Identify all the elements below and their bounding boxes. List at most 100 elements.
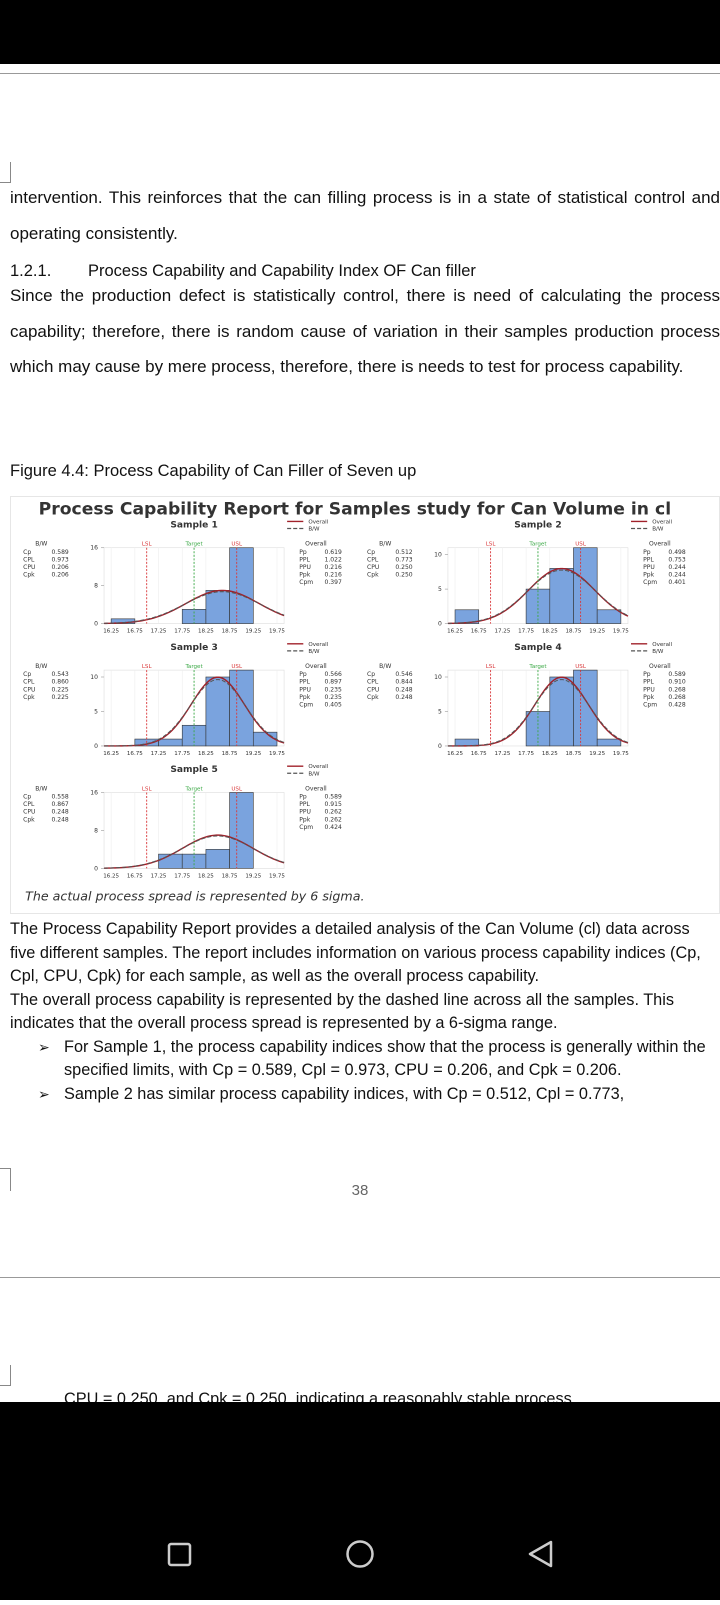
x-tick-label: 18.75 [222, 873, 238, 879]
y-tick-label: 16 [90, 790, 98, 797]
stats-value: 0.206 [51, 572, 68, 579]
stats-header: B/W [379, 541, 391, 548]
chart-title: Sample 5 [170, 765, 217, 775]
stats-label: PPU [299, 809, 311, 816]
stats-label: Cpk [367, 572, 379, 579]
stats-label: CPL [367, 679, 379, 686]
chart-title: Sample 4 [514, 643, 561, 653]
crop-mark [0, 1168, 11, 1191]
stats-value: 0.498 [668, 549, 685, 556]
histogram-bar [158, 738, 183, 747]
paragraphs: The Process Capability Report provides a… [10, 918, 716, 1036]
x-tick-label: 18.25 [198, 629, 214, 635]
y-tick-label: 5 [438, 586, 442, 593]
fit-curve [104, 835, 285, 869]
paragraph: Since the production defect is statistic… [10, 286, 720, 376]
stats-label: Cpm [299, 579, 313, 586]
spec-label: USL [231, 542, 243, 548]
legend-label: Overall [308, 519, 328, 525]
x-tick-label: 17.75 [518, 629, 534, 635]
y-tick-label: 0 [94, 743, 98, 750]
histogram-bar [549, 676, 574, 747]
x-tick-label: 17.75 [174, 751, 190, 757]
chart-title: Sample 3 [170, 643, 217, 653]
y-tick-label: 10 [90, 674, 98, 681]
recents-button[interactable] [167, 1542, 192, 1567]
x-tick-label: 18.75 [222, 751, 238, 757]
x-tick-label: 19.25 [245, 873, 261, 879]
stats-label: Cpk [23, 572, 35, 579]
x-tick-label: 16.25 [447, 751, 463, 757]
stats-value: 0.973 [51, 556, 68, 563]
x-tick-label: 17.25 [151, 751, 167, 757]
stats-header: B/W [35, 541, 47, 548]
histogram-bar [454, 609, 480, 624]
fit-curve [104, 591, 285, 624]
x-tick-label: 17.75 [174, 629, 190, 635]
figure: Process Capability Report for Samples st… [10, 496, 720, 914]
spec-label: Target [184, 542, 203, 548]
spec-label: LSL [486, 664, 497, 670]
x-tick-label: 16.75 [127, 873, 143, 879]
spec-label: LSL [486, 542, 497, 548]
histogram-bar [158, 853, 183, 869]
x-tick-label: 19.75 [269, 751, 285, 757]
stats-value: 0.206 [51, 564, 68, 571]
stats-value: 0.546 [395, 671, 412, 678]
x-tick-label: 19.75 [269, 873, 285, 879]
histogram-bar [229, 547, 254, 624]
y-tick-label: 8 [94, 827, 98, 834]
x-tick-label: 16.75 [471, 629, 487, 635]
stats-value: 0.860 [51, 679, 68, 686]
stats-label: Cp [367, 549, 375, 556]
spec-label: USL [575, 542, 587, 548]
y-tick-label: 5 [438, 709, 442, 716]
stats-value: 0.248 [51, 816, 68, 823]
stats-label: Cpm [299, 702, 313, 709]
home-button[interactable] [346, 1540, 374, 1568]
stats-label: CPL [23, 679, 35, 686]
crop-mark [0, 1365, 11, 1386]
stats-value: 0.589 [668, 671, 685, 678]
histogram-bar [596, 609, 622, 624]
back-button[interactable] [528, 1540, 553, 1568]
histogram-bar [596, 738, 622, 747]
stats-header: B/W [379, 663, 391, 670]
x-tick-label: 17.75 [174, 873, 190, 879]
stats-value: 0.773 [395, 556, 412, 563]
stats-label: CPL [367, 556, 379, 563]
stats-label: Cp [23, 794, 31, 801]
chart-title: Sample 2 [514, 520, 561, 530]
stats-header: Overall [649, 541, 671, 548]
stats-value: 0.235 [325, 686, 342, 693]
x-tick-label: 18.75 [566, 751, 582, 757]
stats-label: CPU [367, 564, 379, 571]
stats-value: 1.022 [325, 556, 342, 563]
spec-label: USL [575, 664, 587, 670]
stats-value: 0.512 [395, 549, 412, 556]
y-tick-label: 8 [94, 583, 98, 590]
navigation-bar [0, 1402, 720, 1600]
heading: 1.2.1. Process Capability and Capability … [10, 262, 476, 281]
stats-value: 0.589 [51, 549, 68, 556]
spec-label: LSL [142, 542, 153, 548]
stats-label: Ppk [299, 694, 310, 701]
bullet-list: For Sample 1, the process capability ind… [10, 1036, 716, 1107]
page-number: 38 [351, 1182, 369, 1199]
y-tick-label: 16 [90, 545, 98, 552]
spec-label: Target [528, 542, 547, 548]
stats-label: Cpk [23, 816, 35, 823]
y-tick-label: 0 [94, 621, 98, 628]
x-tick-label: 18.25 [542, 629, 558, 635]
stats-value: 0.244 [668, 564, 685, 571]
stats-label: Cpm [299, 824, 313, 831]
x-tick-label: 19.25 [589, 751, 605, 757]
stats-label: Cp [23, 549, 31, 556]
stats-label: CPL [23, 801, 35, 808]
legend-label: Overall [652, 519, 672, 525]
stats-value: 0.589 [325, 794, 342, 801]
x-tick-label: 16.25 [103, 873, 119, 879]
page-edge [0, 73, 720, 74]
x-tick-label: 16.75 [471, 751, 487, 757]
y-tick-label: 0 [94, 865, 98, 872]
